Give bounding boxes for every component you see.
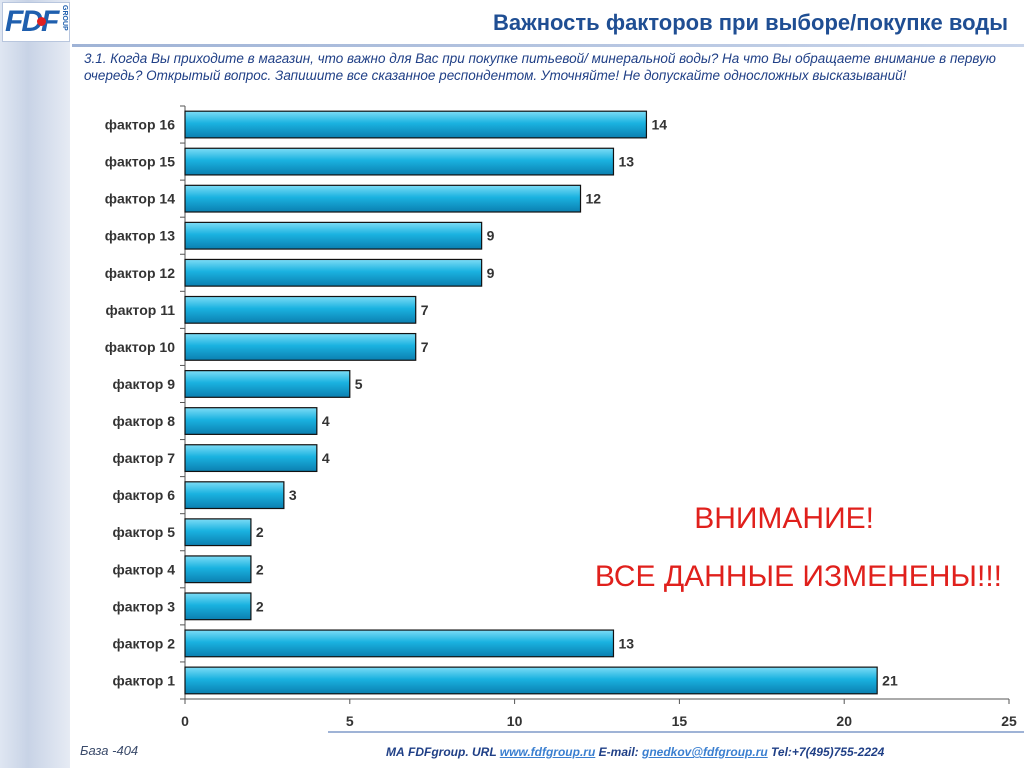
sample-base: База -404 <box>80 743 139 758</box>
data-label: 9 <box>487 265 495 281</box>
bar <box>184 258 483 287</box>
x-tick-label: 25 <box>1001 713 1017 729</box>
x-tick-label: 5 <box>346 713 354 729</box>
bar <box>184 110 648 139</box>
logo-subtext: GROUP <box>61 5 68 31</box>
bar <box>184 555 252 584</box>
title-divider <box>72 44 1024 47</box>
bar <box>184 518 252 547</box>
company-logo: FDF GROUP <box>2 2 70 42</box>
x-tick-label: 20 <box>836 713 852 729</box>
category-label: фактор 6 <box>113 487 176 503</box>
bar <box>184 444 318 473</box>
data-label: 14 <box>651 117 667 133</box>
category-label: фактор 7 <box>113 450 176 466</box>
data-label: 7 <box>421 302 429 318</box>
category-label: фактор 15 <box>105 154 175 170</box>
category-label: фактор 8 <box>113 413 176 429</box>
category-label: фактор 4 <box>113 561 176 577</box>
footer-email-link[interactable]: gnedkov@fdfgroup.ru <box>642 745 768 759</box>
category-label: фактор 5 <box>113 524 176 540</box>
data-label: 9 <box>487 228 495 244</box>
x-tick-label: 10 <box>507 713 523 729</box>
bar <box>184 370 351 398</box>
x-tick-label: 0 <box>181 713 189 729</box>
data-label: 2 <box>256 524 264 540</box>
category-label: фактор 12 <box>105 265 175 281</box>
bar <box>184 295 417 324</box>
category-label: фактор 1 <box>113 672 176 688</box>
footer-email-label: E-mail: <box>595 745 642 759</box>
footer-divider <box>328 731 1024 733</box>
warning-message: ВСЕ ДАННЫЕ ИЗМЕНЕНЫ!!! <box>594 560 1002 593</box>
category-label: фактор 2 <box>113 635 176 651</box>
bar <box>184 147 615 176</box>
category-label: фактор 9 <box>113 376 176 392</box>
footer-contacts: МА FDFgroup. URL www.fdfgroup.ru E-mail:… <box>386 745 884 759</box>
bar <box>184 666 878 695</box>
category-label: фактор 14 <box>105 191 175 207</box>
category-label: фактор 11 <box>105 302 175 318</box>
bar <box>184 629 615 658</box>
left-decor-strip: FDF GROUP <box>0 0 70 768</box>
category-label: фактор 10 <box>105 339 175 355</box>
bar <box>184 332 417 361</box>
data-label: 12 <box>586 191 602 207</box>
bar <box>184 221 483 250</box>
data-label: 4 <box>322 413 330 429</box>
data-label: 2 <box>256 598 264 614</box>
question-text: 3.1. Когда Вы приходите в магазин, что в… <box>84 51 996 83</box>
data-label: 7 <box>421 339 429 355</box>
data-label: 3 <box>289 487 297 503</box>
data-label: 13 <box>618 154 634 170</box>
category-label: фактор 13 <box>105 228 175 244</box>
logo-text: FDF <box>5 5 59 38</box>
data-label: 21 <box>882 672 898 688</box>
bar <box>184 407 318 435</box>
page-title: Важность факторов при выборе/покупке вод… <box>493 10 1008 35</box>
title-bar: Важность факторов при выборе/покупке вод… <box>72 0 1024 48</box>
warning-title: ВНИМАНИЕ! <box>694 502 874 535</box>
bar <box>184 592 252 621</box>
footer-company: МА FDFgroup. URL <box>386 745 500 759</box>
logo-dot-icon <box>37 17 46 26</box>
data-label: 5 <box>355 376 363 392</box>
footer-tel: Tel:+7(495)755-2224 <box>767 745 885 759</box>
bar <box>184 481 285 510</box>
footer-url-link[interactable]: www.fdfgroup.ru <box>499 745 596 759</box>
category-label: фактор 16 <box>105 117 175 133</box>
bar <box>184 184 582 213</box>
data-label: 13 <box>618 635 634 651</box>
data-label: 2 <box>256 561 264 577</box>
category-label: фактор 3 <box>113 598 176 614</box>
x-tick-label: 15 <box>672 713 688 729</box>
data-label: 4 <box>322 450 330 466</box>
